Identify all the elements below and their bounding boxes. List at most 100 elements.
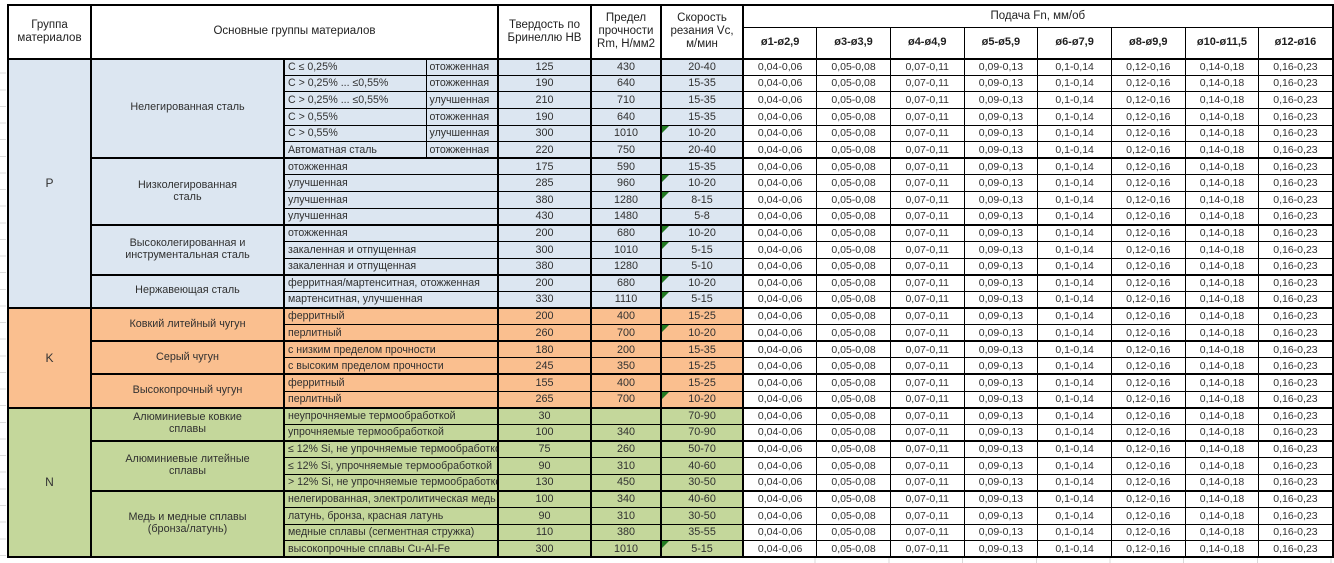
- cell-feed-value[interactable]: 0,16-0,23: [1258, 373, 1334, 392]
- cell-feed-value[interactable]: 0,07-0,11: [889, 406, 965, 425]
- cell-cutting-speed-vc[interactable]: 15-35: [660, 74, 745, 93]
- cell-feed-value[interactable]: 0,1-0,14: [1037, 506, 1112, 525]
- cell-material-desc[interactable]: улучшенная: [283, 207, 500, 226]
- cell-feed-value[interactable]: 0,07-0,11: [889, 357, 965, 375]
- cell-feed-value[interactable]: 0,16-0,23: [1258, 174, 1334, 192]
- cell-feed-value[interactable]: 0,07-0,11: [889, 540, 965, 558]
- cell-strength-rm[interactable]: 640: [590, 107, 663, 126]
- cell-feed-value[interactable]: 0,04-0,06: [742, 57, 818, 76]
- header-feed-diameter[interactable]: ø12-ø16: [1258, 26, 1334, 60]
- cell-feed-value[interactable]: 0,09-0,13: [963, 191, 1039, 209]
- cell-feed-value[interactable]: 0,14-0,18: [1184, 223, 1260, 242]
- cell-feed-value[interactable]: 0,14-0,18: [1184, 207, 1260, 226]
- cell-feed-value[interactable]: 0,07-0,11: [889, 223, 965, 242]
- cell-feed-value[interactable]: 0,16-0,23: [1258, 340, 1334, 359]
- cell-feed-value[interactable]: 0,09-0,13: [963, 74, 1039, 93]
- cell-feed-value[interactable]: 0,12-0,16: [1110, 141, 1186, 159]
- cell-feed-value[interactable]: 0,12-0,16: [1110, 74, 1186, 93]
- cell-hardness-hb[interactable]: 155: [497, 373, 593, 392]
- cell-feed-value[interactable]: 0,1-0,14: [1037, 107, 1112, 126]
- cell-feed-value[interactable]: 0,09-0,13: [963, 107, 1039, 126]
- cell-feed-value[interactable]: 0,14-0,18: [1184, 340, 1260, 359]
- cell-hardness-hb[interactable]: 260: [497, 324, 593, 342]
- cell-strength-rm[interactable]: 310: [590, 457, 663, 475]
- cell-feed-value[interactable]: 0,05-0,08: [816, 306, 891, 325]
- cell-hardness-hb[interactable]: 90: [497, 457, 593, 475]
- cell-feed-value[interactable]: 0,12-0,16: [1110, 223, 1186, 242]
- cell-cutting-speed-vc[interactable]: 40-60: [660, 457, 745, 475]
- cell-feed-value[interactable]: 0,14-0,18: [1184, 257, 1260, 276]
- cell-feed-value[interactable]: 0,05-0,08: [816, 373, 891, 392]
- cell-material-desc[interactable]: перлитный: [283, 324, 500, 342]
- cell-feed-value[interactable]: 0,09-0,13: [963, 473, 1039, 492]
- cell-strength-rm[interactable]: [590, 406, 663, 425]
- cell-feed-value[interactable]: 0,05-0,08: [816, 523, 891, 542]
- cell-feed-value[interactable]: 0,14-0,18: [1184, 124, 1260, 143]
- cell-feed-value[interactable]: 0,1-0,14: [1037, 141, 1112, 159]
- cell-feed-value[interactable]: 0,04-0,06: [742, 257, 818, 276]
- cell-material-desc[interactable]: > 12% Si, не упрочняемые термообработкой: [283, 473, 500, 492]
- cell-cutting-speed-vc[interactable]: 15-35: [660, 340, 745, 359]
- cell-feed-value[interactable]: 0,04-0,06: [742, 390, 818, 409]
- cell-feed-value[interactable]: 0,05-0,08: [816, 457, 891, 475]
- cell-feed-value[interactable]: 0,09-0,13: [963, 273, 1039, 292]
- cell-strength-rm[interactable]: 1010: [590, 124, 663, 143]
- cell-feed-value[interactable]: 0,07-0,11: [889, 240, 965, 259]
- cell-cutting-speed-vc[interactable]: 10-20: [660, 124, 745, 143]
- cell-feed-value[interactable]: 0,1-0,14: [1037, 157, 1112, 176]
- cell-feed-value[interactable]: 0,07-0,11: [889, 423, 965, 442]
- cell-feed-value[interactable]: 0,09-0,13: [963, 523, 1039, 542]
- header-main-groups[interactable]: Основные группы материалов: [90, 4, 500, 60]
- cell-feed-value[interactable]: 0,05-0,08: [816, 91, 891, 109]
- cell-feed-value[interactable]: 0,09-0,13: [963, 174, 1039, 192]
- cell-feed-value[interactable]: 0,04-0,06: [742, 523, 818, 542]
- cell-strength-rm[interactable]: 1280: [590, 257, 663, 276]
- cell-feed-value[interactable]: 0,14-0,18: [1184, 91, 1260, 109]
- cell-strength-rm[interactable]: 400: [590, 373, 663, 392]
- cell-feed-value[interactable]: 0,07-0,11: [889, 290, 965, 309]
- cell-feed-value[interactable]: 0,14-0,18: [1184, 324, 1260, 342]
- cell-strength-rm[interactable]: 450: [590, 473, 663, 492]
- cell-feed-value[interactable]: 0,1-0,14: [1037, 489, 1112, 508]
- cell-feed-value[interactable]: 0,04-0,06: [742, 107, 818, 126]
- cell-strength-rm[interactable]: 960: [590, 174, 663, 192]
- cell-material-desc[interactable]: отожженная: [283, 157, 500, 176]
- cell-material-condition[interactable]: отожженная: [425, 57, 500, 76]
- cell-material-desc[interactable]: с низким пределом прочности: [283, 340, 500, 359]
- cell-group-name[interactable]: Низколегированная сталь: [90, 157, 285, 226]
- cell-feed-value[interactable]: 0,1-0,14: [1037, 306, 1112, 325]
- cell-material-desc[interactable]: улучшенная: [283, 191, 500, 209]
- cell-feed-value[interactable]: 0,16-0,23: [1258, 357, 1334, 375]
- cell-strength-rm[interactable]: 340: [590, 423, 663, 442]
- cell-feed-value[interactable]: 0,1-0,14: [1037, 373, 1112, 392]
- cell-strength-rm[interactable]: 750: [590, 141, 663, 159]
- cell-feed-value[interactable]: 0,14-0,18: [1184, 74, 1260, 93]
- cell-cutting-speed-vc[interactable]: 30-50: [660, 506, 745, 525]
- cell-feed-value[interactable]: 0,09-0,13: [963, 207, 1039, 226]
- cell-strength-rm[interactable]: 350: [590, 357, 663, 375]
- cell-feed-value[interactable]: 0,12-0,16: [1110, 174, 1186, 192]
- cell-feed-value[interactable]: 0,16-0,23: [1258, 141, 1334, 159]
- cell-feed-value[interactable]: 0,04-0,06: [742, 423, 818, 442]
- cell-cutting-speed-vc[interactable]: 70-90: [660, 406, 745, 425]
- cell-feed-value[interactable]: 0,05-0,08: [816, 324, 891, 342]
- cell-feed-value[interactable]: 0,12-0,16: [1110, 423, 1186, 442]
- cell-feed-value[interactable]: 0,16-0,23: [1258, 91, 1334, 109]
- cell-feed-value[interactable]: 0,12-0,16: [1110, 91, 1186, 109]
- cell-cutting-speed-vc[interactable]: 15-25: [660, 306, 745, 325]
- cell-feed-value[interactable]: 0,09-0,13: [963, 506, 1039, 525]
- header-feed-diameter[interactable]: ø5-ø5,9: [963, 26, 1039, 60]
- cell-material-desc[interactable]: ферритный: [283, 373, 500, 392]
- cell-material-desc[interactable]: медные сплавы (сегментная стружка): [283, 523, 500, 542]
- cell-material-desc[interactable]: C ≤ 0,25%: [283, 57, 427, 76]
- cell-feed-value[interactable]: 0,07-0,11: [889, 273, 965, 292]
- cell-feed-value[interactable]: 0,12-0,16: [1110, 523, 1186, 542]
- cell-feed-value[interactable]: 0,07-0,11: [889, 390, 965, 409]
- cell-hardness-hb[interactable]: 210: [497, 91, 593, 109]
- header-feed-diameter[interactable]: ø6-ø7,9: [1037, 26, 1112, 60]
- cell-feed-value[interactable]: 0,12-0,16: [1110, 540, 1186, 558]
- cell-feed-value[interactable]: 0,1-0,14: [1037, 91, 1112, 109]
- cell-section-letter[interactable]: K: [7, 306, 92, 409]
- cell-feed-value[interactable]: 0,07-0,11: [889, 340, 965, 359]
- cell-feed-value[interactable]: 0,1-0,14: [1037, 273, 1112, 292]
